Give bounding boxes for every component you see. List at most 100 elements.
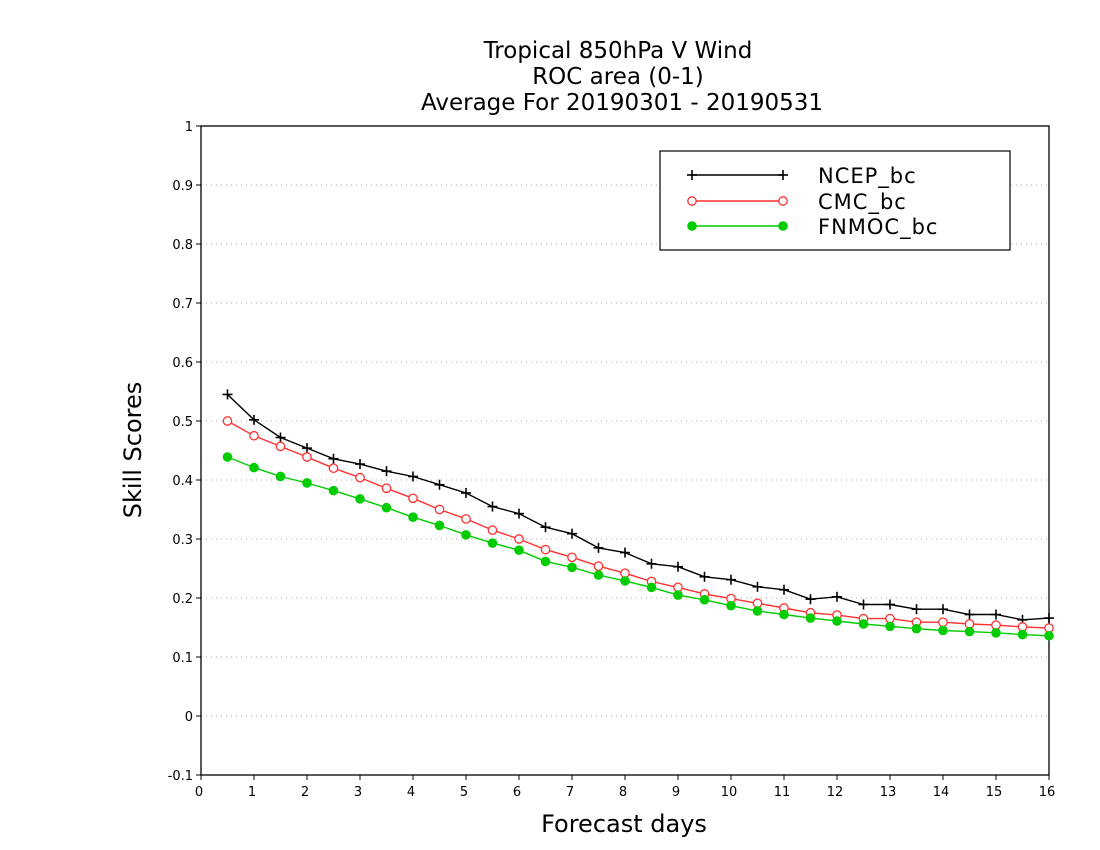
data-point-FNMOC_bc [593,570,604,580]
legend-marker-NCEP_bc [778,170,788,180]
data-point-NCEP_bc [726,574,736,585]
data-point-NCEP_bc [911,604,922,615]
data-point-CMC_bc [355,472,365,483]
data-point-NCEP_bc [275,432,286,443]
y-tick-label: 1 [185,120,193,135]
data-point-CMC_bc [461,514,471,524]
data-point-CMC_bc [381,483,392,494]
series-FNMOC_bc [222,452,1054,641]
data-point-CMC_bc [408,493,418,504]
x-tick-label: 8 [619,785,627,800]
y-tick-label: 0.1 [172,651,193,666]
data-point-CMC_bc [275,441,286,452]
y-tick-label: 0.4 [172,474,193,489]
grid-lines [201,184,1049,717]
x-tick-label: 13 [880,785,897,800]
data-point-NCEP_bc [991,609,1001,620]
data-point-CMC_bc [487,525,498,536]
data-point-NCEP_bc [620,547,630,558]
data-point-FNMOC_bc [620,576,630,586]
series-line-CMC_bc [227,420,1050,629]
legend-marker-CMC_bc [687,196,697,206]
data-point-FNMOC_bc [858,619,869,629]
data-point-FNMOC_bc [991,628,1001,638]
x-tick-label: 16 [1039,785,1056,800]
data-point-CMC_bc [328,463,339,474]
data-point-FNMOC_bc [540,556,551,567]
data-point-FNMOC_bc [805,613,816,623]
data-point-NCEP_bc [858,599,869,610]
x-tick-label: 2 [301,785,309,800]
y-tick-label: 0.6 [172,356,193,371]
x-tick-label: 3 [354,785,362,800]
data-point-FNMOC_bc [911,623,922,634]
series-NCEP_bc [222,389,1054,625]
legend-label-CMC_bc: CMC_bc [818,190,907,215]
legend-label-NCEP_bc: NCEP_bc [818,164,917,189]
x-tick-label: 7 [566,785,574,800]
data-point-NCEP_bc [832,591,842,602]
data-point-NCEP_bc [222,389,233,400]
series-CMC_bc [222,416,1054,633]
y-tick-label: 0.3 [172,533,193,548]
x-tick-label: 5 [460,785,468,800]
data-point-FNMOC_bc [408,512,418,522]
data-point-NCEP_bc [461,487,471,498]
chart-title-line-3: Average For 20190301 - 20190531 [421,90,823,116]
data-point-FNMOC_bc [1044,630,1054,641]
series-line-NCEP_bc [227,393,1050,621]
data-point-CMC_bc [249,430,259,441]
data-point-FNMOC_bc [434,520,445,531]
data-point-NCEP_bc [938,604,948,615]
data-point-FNMOC_bc [726,600,736,611]
y-tick-label: 0.9 [172,179,193,194]
legend-marker-CMC_bc [778,196,788,206]
x-axis-ticks: 0 1 2 3 4 5 6 7 8 9 10 11 12 13 14 15 16 [195,775,1055,800]
data-point-FNMOC_bc [832,616,842,626]
data-point-NCEP_bc [381,466,392,477]
x-tick-label: 14 [933,785,950,800]
x-tick-label: 15 [986,785,1003,800]
data-point-NCEP_bc [355,459,365,470]
x-axis-label: Forecast days [541,810,707,838]
data-point-CMC_bc [514,534,524,544]
data-point-NCEP_bc [408,471,418,482]
data-point-CMC_bc [938,617,948,628]
x-tick-label: 6 [513,785,521,800]
y-tick-label: 0.7 [172,297,193,312]
legend-label-FNMOC_bc: FNMOC_bc [818,215,938,240]
y-tick-label: 0 [185,710,193,725]
data-point-NCEP_bc [646,558,657,569]
data-point-CMC_bc [567,552,577,563]
data-point-FNMOC_bc [646,582,657,593]
data-point-NCEP_bc [302,443,312,454]
x-tick-label: 11 [774,785,791,800]
x-tick-label: 9 [672,785,680,800]
y-tick-label: -0.1 [168,769,193,784]
data-point-FNMOC_bc [1017,629,1028,640]
data-point-CMC_bc [540,544,551,555]
data-point-FNMOC_bc [779,609,789,620]
series-layer [222,389,1054,641]
data-point-NCEP_bc [593,542,604,553]
data-point-NCEP_bc [249,414,259,425]
data-point-FNMOC_bc [885,621,895,632]
y-tick-label: 0.5 [172,415,193,430]
chart-title-line-2: ROC area (0-1) [532,64,704,90]
chart-title-line-1: Tropical 850hPa V Wind [483,38,753,64]
data-point-NCEP_bc [1044,613,1054,624]
y-tick-label: 0.8 [172,238,193,253]
data-point-NCEP_bc [673,561,683,572]
plot-frame [200,125,1050,776]
data-point-NCEP_bc [752,581,763,592]
data-point-NCEP_bc [779,584,789,595]
data-point-FNMOC_bc [567,562,577,573]
data-point-FNMOC_bc [302,478,312,488]
y-axis-label: Skill Scores [119,382,147,519]
data-point-FNMOC_bc [752,606,763,616]
data-point-CMC_bc [434,504,445,515]
data-point-FNMOC_bc [699,594,710,605]
data-point-FNMOC_bc [514,545,524,556]
